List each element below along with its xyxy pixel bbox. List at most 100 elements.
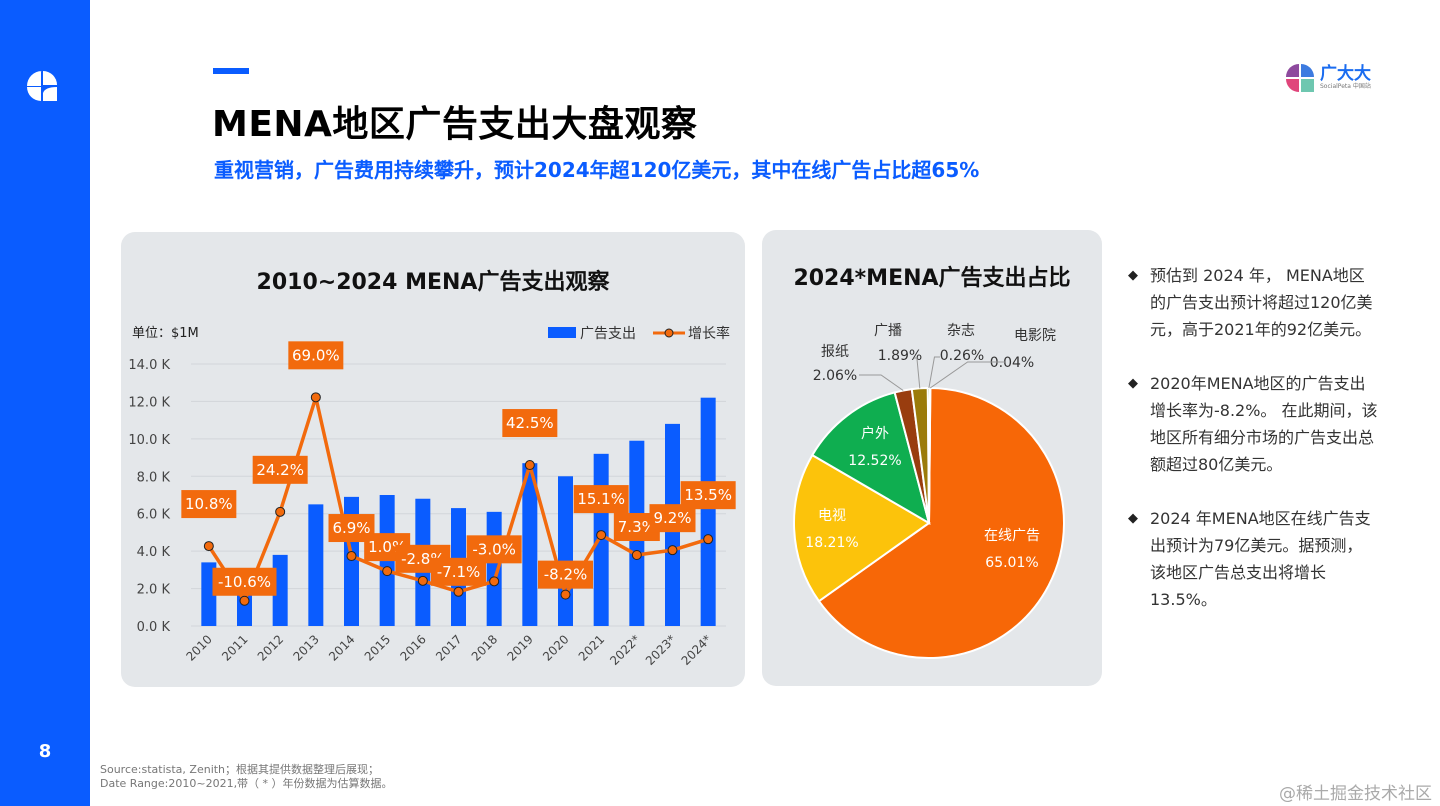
bar-chart-card: 2010~2024 MENA广告支出观察 单位：$1M 0.0 K 2.0 K 4.0… bbox=[121, 232, 745, 687]
growth-label-box bbox=[502, 409, 558, 438]
pie-callout-value: 0.04% bbox=[990, 355, 1034, 371]
growth-marker bbox=[417, 575, 428, 586]
growth-marker bbox=[382, 566, 393, 577]
pie-callout-line bbox=[859, 374, 904, 391]
pie-slice-value: 65.01% bbox=[985, 555, 1038, 571]
sidebar: 8 bbox=[0, 0, 90, 806]
x-tick-label: 2022* bbox=[607, 632, 643, 668]
x-tick-label: 2018 bbox=[469, 632, 500, 663]
x-tick-label: 2021 bbox=[576, 632, 607, 663]
pie-slice bbox=[817, 386, 1065, 659]
growth-marker bbox=[346, 551, 357, 562]
pie-callout-line bbox=[928, 356, 940, 389]
y-tick-label: 14.0 K bbox=[128, 358, 170, 373]
x-tick-label: 2012 bbox=[255, 632, 286, 663]
x-tick-label: 2017 bbox=[433, 632, 464, 663]
y-tick-label: 12.0 K bbox=[128, 395, 170, 410]
growth-label-box bbox=[680, 481, 736, 510]
legend-bar-label: 广告支出 bbox=[580, 326, 636, 342]
bar bbox=[558, 476, 573, 626]
pie-chart: 在线广告 65.01% 电视 18.21% 户外 12.52% 报纸 2.06% 广播 1.89%… bbox=[793, 323, 1065, 659]
growth-marker bbox=[239, 595, 250, 606]
pie-callout-value: 2.06% bbox=[813, 368, 857, 384]
pie-slice bbox=[793, 453, 931, 603]
brand-subtitle: SocialPeta 中国站 bbox=[1320, 83, 1371, 90]
pie-callout-label: 杂志 bbox=[947, 323, 975, 339]
note-text: 预估到 2024 年， MENA地区的广告支出预计将超过120亿美元，高于202… bbox=[1150, 266, 1373, 339]
growth-marker bbox=[560, 589, 571, 600]
growth-marker bbox=[703, 534, 714, 545]
pie-callout-line bbox=[929, 361, 1005, 389]
pie-callout-label: 电影院 bbox=[1014, 328, 1056, 344]
growth-label-box bbox=[288, 341, 344, 370]
growth-label: -3.0% bbox=[472, 540, 516, 558]
pie-callout-label: 报纸 bbox=[821, 344, 849, 360]
x-tick-label: 2019 bbox=[504, 632, 535, 663]
pie-callout-value: 0.26% bbox=[940, 348, 984, 364]
pie-chart-card: 2024*MENA广告支出占比 在线广告 65.01% 电视 18.21% 户外 12.5… bbox=[762, 230, 1102, 686]
y-tick-label: 6.0 K bbox=[137, 508, 171, 523]
growth-label-box bbox=[573, 485, 629, 514]
note-text: 2020年MENA地区的广告支出增长率为-8.2%。 在此期间，该地区所有细分市… bbox=[1150, 374, 1378, 474]
brand-name: 广大大 bbox=[1320, 64, 1371, 84]
page-title: MENA地区广告支出大盘观察 bbox=[212, 104, 698, 145]
growth-label-box bbox=[181, 490, 237, 519]
note-item: ◆ 预估到 2024 年， MENA地区的广告支出预计将超过120亿美元，高于2… bbox=[1128, 262, 1378, 343]
y-tick-label: 0.0 K bbox=[137, 620, 171, 635]
pie-slice bbox=[928, 386, 932, 524]
brand-icon bbox=[1286, 64, 1314, 92]
x-tick-label: 2013 bbox=[290, 632, 321, 663]
growth-marker bbox=[489, 576, 500, 587]
bar-line-chart: 单位：$1M 0.0 K 2.0 K 4.0 K 6.0 K 8.0 K 10.0 K 12.… bbox=[128, 325, 736, 668]
growth-label: 9.2% bbox=[653, 509, 691, 527]
pie-slice-value: 12.52% bbox=[848, 453, 901, 469]
growth-marker bbox=[631, 550, 642, 561]
bar bbox=[522, 463, 538, 626]
pie-callout-value: 1.89% bbox=[878, 348, 922, 364]
diamond-bullet-icon: ◆ bbox=[1128, 376, 1138, 391]
title-accent-bar bbox=[213, 68, 249, 74]
growth-label-box bbox=[538, 560, 593, 589]
growth-label-box bbox=[252, 455, 308, 484]
legend-line-label: 增长率 bbox=[688, 325, 730, 342]
growth-label: -7.1% bbox=[437, 563, 481, 581]
x-tick-label: 2015 bbox=[362, 632, 393, 663]
brand-logo-icon bbox=[27, 71, 57, 101]
pie-callout-label: 广播 bbox=[874, 323, 902, 339]
pie-slice-label: 在线广告 bbox=[984, 528, 1040, 544]
bar bbox=[700, 397, 716, 626]
growth-marker bbox=[310, 392, 321, 403]
growth-marker bbox=[275, 506, 286, 517]
growth-marker bbox=[596, 530, 607, 541]
legend-bar-swatch bbox=[548, 327, 576, 338]
bar bbox=[308, 504, 324, 626]
x-tick-label: 2023* bbox=[643, 632, 679, 668]
growth-label: 15.1% bbox=[577, 490, 625, 508]
growth-label: -10.6% bbox=[218, 573, 271, 591]
growth-label-box bbox=[212, 567, 277, 596]
brand: 广大大 SocialPeta 中国站 bbox=[1286, 64, 1371, 92]
x-tick-label: 2014 bbox=[326, 632, 357, 663]
pie-slice bbox=[810, 391, 931, 526]
page-subtitle: 重视营销，广告费用持续攀升，预计2024年超120亿美元，其中在线广告占比超65… bbox=[214, 158, 980, 182]
notes-list: ◆ 预估到 2024 年， MENA地区的广告支出预计将超过120亿美元，高于2… bbox=[1128, 262, 1378, 640]
note-text: 2024 年MENA地区在线广告支出预计为79亿美元。据预测，该地区广告总支出将… bbox=[1150, 509, 1371, 609]
legend-line-marker bbox=[664, 328, 674, 338]
x-tick-label: 2024* bbox=[679, 632, 715, 668]
x-tick-label: 2016 bbox=[397, 632, 428, 663]
diamond-bullet-icon: ◆ bbox=[1128, 268, 1138, 283]
y-tick-label: 10.0 K bbox=[128, 433, 170, 448]
growth-label-box bbox=[466, 535, 522, 564]
y-tick-label: 8.0 K bbox=[137, 470, 171, 485]
source-line: Source:statista, Zenith；根据其提供数据整理后展现； bbox=[100, 763, 380, 776]
watermark: @稀土掘金技术社区 bbox=[1279, 784, 1432, 804]
growth-label: 13.5% bbox=[684, 486, 732, 504]
pie-callout-line bbox=[914, 357, 921, 389]
growth-marker bbox=[524, 460, 535, 471]
growth-label: 6.9% bbox=[332, 519, 370, 537]
pie-slice-label: 户外 bbox=[861, 425, 889, 442]
page-number: 8 bbox=[38, 741, 52, 762]
note-item: ◆ 2020年MENA地区的广告支出增长率为-8.2%。 在此期间，该地区所有细… bbox=[1128, 370, 1378, 478]
y-tick-label: 4.0 K bbox=[137, 545, 171, 560]
growth-label: 10.8% bbox=[185, 495, 233, 513]
